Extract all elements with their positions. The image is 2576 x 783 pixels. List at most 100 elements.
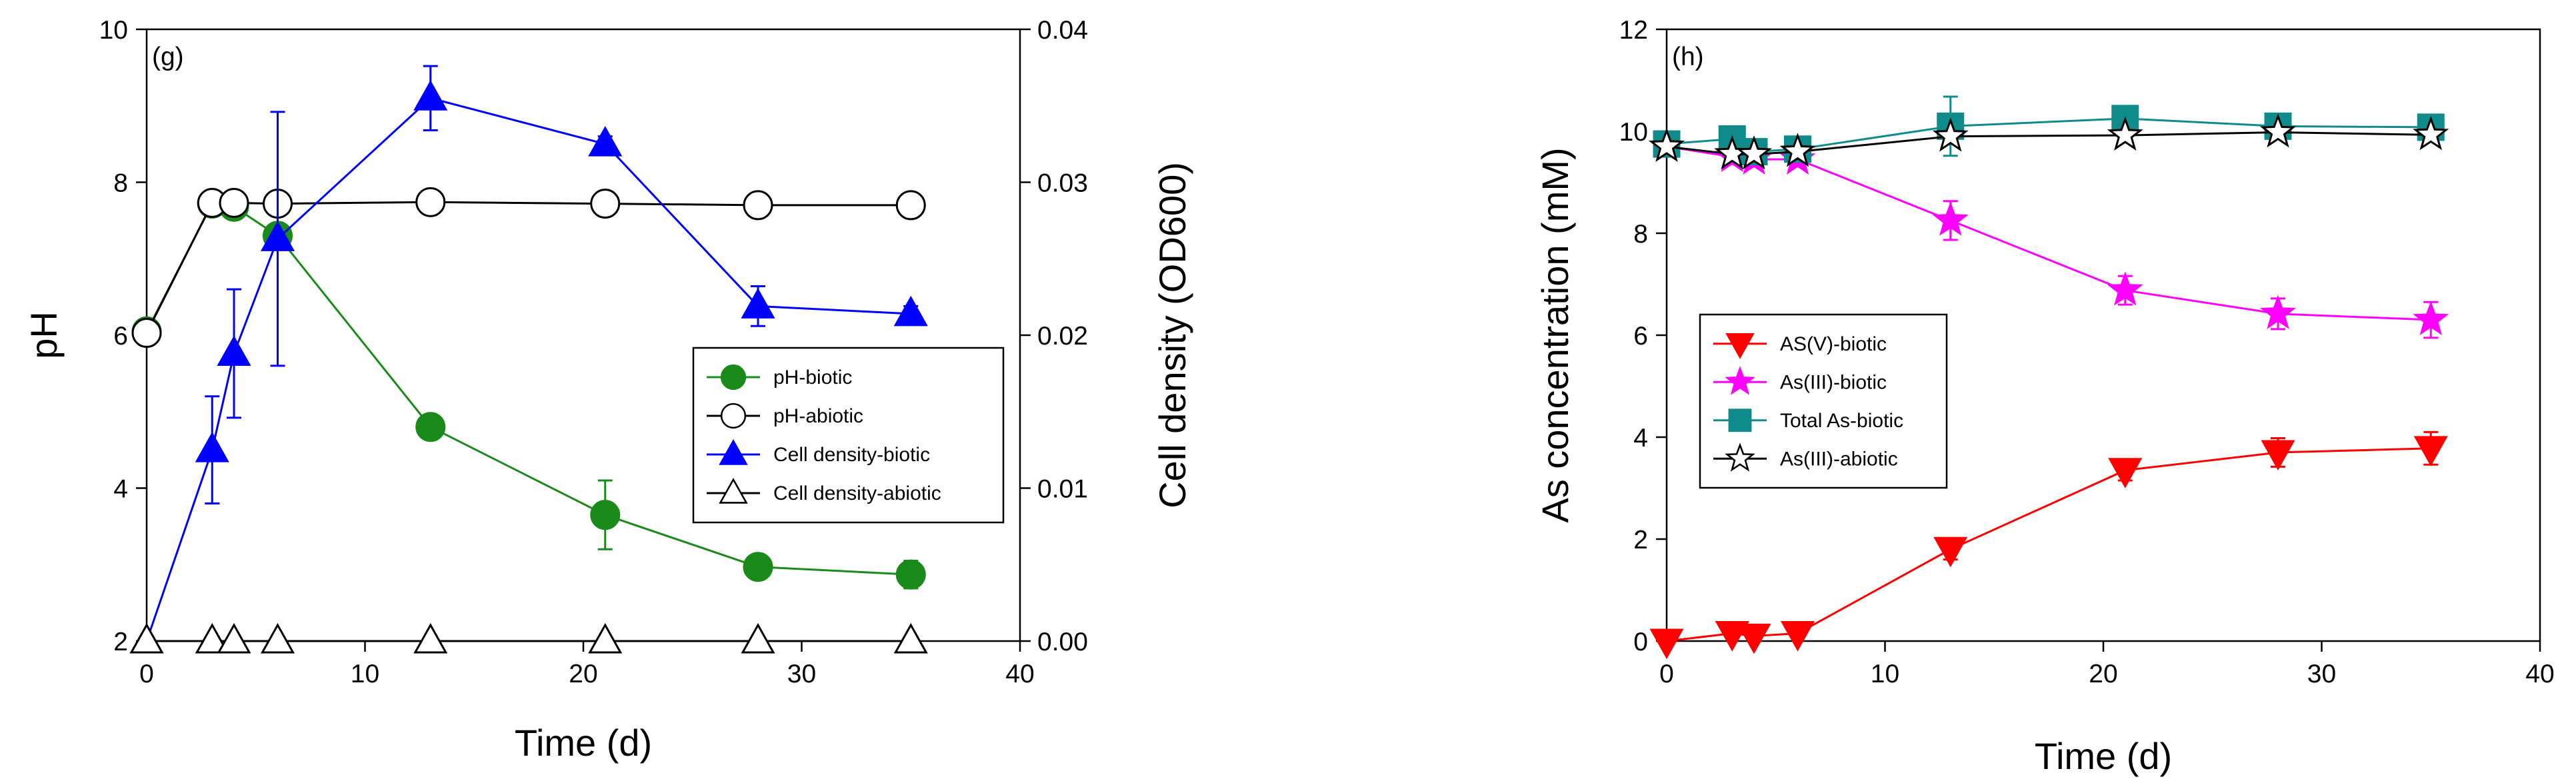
legend-marker-0-1 xyxy=(720,402,747,429)
legend-item-0-2: Cell density-biotic xyxy=(707,438,930,466)
x-tick-label-g-0: 0 xyxy=(139,660,154,688)
x-tick-label-g-1: 10 xyxy=(351,660,379,688)
y2-tick-label-g-4: 0.04 xyxy=(1037,16,1088,45)
y2-tick-label-g-2: 0.02 xyxy=(1037,322,1088,351)
series-1-0 xyxy=(1649,430,2448,660)
legend-marker-0-0 xyxy=(720,364,747,391)
y-tick-label-h-4: 8 xyxy=(1633,220,1648,249)
data-point-1-0-1 xyxy=(1715,621,1749,652)
series-line-1-1 xyxy=(1666,145,2431,321)
data-point-0-3-1 xyxy=(195,622,229,654)
data-point-0-3-0 xyxy=(129,622,164,654)
y2-tick-label-g-1: 0.01 xyxy=(1037,475,1088,504)
series-line-0-2 xyxy=(145,97,911,642)
legend-label-0-0: pH-biotic xyxy=(773,367,852,389)
data-point-1-3-0 xyxy=(1649,127,1685,162)
series-marks-g xyxy=(129,65,928,654)
x-tick-label-h-2: 20 xyxy=(2089,660,2117,688)
chart-panel-h: (h) 0 2 4 6 8 10 12 0 10 20 30 xyxy=(1534,16,2555,777)
data-point-1-0-6 xyxy=(2261,440,2295,471)
series-1-3 xyxy=(1649,113,2449,170)
data-point-0-0-4 xyxy=(415,412,446,442)
legend-item-0-3: Cell density-abiotic xyxy=(707,477,941,504)
y2-tick-label-g-3: 0.03 xyxy=(1037,169,1088,198)
legend-label-1-0: AS(V)-biotic xyxy=(1780,333,1887,355)
data-point-1-0-2 xyxy=(1737,623,1771,654)
legend-h: AS(V)-biotic As(III)-biotic Total As-bioti… xyxy=(1699,313,1948,489)
data-point-0-1-2 xyxy=(219,187,249,218)
data-point-1-0-5 xyxy=(2108,458,2143,488)
legend-marker-1-0 xyxy=(1725,333,1755,359)
series-0-3 xyxy=(129,622,928,654)
x-tick-label-h-4: 40 xyxy=(2525,660,2554,688)
data-point-1-3-6 xyxy=(2260,113,2296,148)
legend-label-0-1: pH-abiotic xyxy=(773,405,863,427)
data-point-1-0-7 xyxy=(2413,436,2448,466)
series-marks-h xyxy=(1649,95,2449,660)
legend-label-0-3: Cell density-abiotic xyxy=(773,482,941,504)
data-point-1-1-6 xyxy=(2260,295,2296,329)
legend-marker-1-1 xyxy=(1725,366,1755,395)
x-tick-label-g-3: 30 xyxy=(787,660,816,688)
data-point-0-3-5 xyxy=(588,622,623,654)
data-point-0-2-2 xyxy=(217,335,251,367)
series-0-1 xyxy=(131,187,926,349)
y-tick-label-h-0: 0 xyxy=(1633,628,1648,656)
x-tick-label-g-2: 20 xyxy=(569,660,597,688)
data-point-0-3-3 xyxy=(260,622,295,654)
data-point-0-2-6 xyxy=(741,288,775,319)
data-point-0-3-7 xyxy=(893,622,928,654)
panel-label-h: (h) xyxy=(1672,43,1704,71)
legend-label-1-3: As(III)-abiotic xyxy=(1780,448,1898,470)
x-axis-title-g: Time (d) xyxy=(515,722,652,764)
y-tick-label-h-1: 2 xyxy=(1633,526,1648,554)
x-axis-h: 0 10 20 30 40 xyxy=(1659,641,2555,688)
panel-label-g: (g) xyxy=(152,43,184,71)
data-point-0-1-6 xyxy=(743,190,773,221)
series-0-2 xyxy=(129,65,928,654)
data-point-0-2-1 xyxy=(195,432,229,462)
data-point-0-2-5 xyxy=(588,126,623,157)
x-tick-label-h-3: 30 xyxy=(2307,660,2336,688)
series-1-2 xyxy=(1653,95,2445,166)
legend-item-1-3: As(III)-abiotic xyxy=(1713,442,1898,472)
y2-tick-label-g-0: 0.00 xyxy=(1037,628,1088,656)
data-point-0-0-5 xyxy=(590,500,621,530)
x-tick-label-g-4: 40 xyxy=(1005,660,1034,688)
legend-marker-1-3 xyxy=(1725,442,1755,472)
series-line-0-1 xyxy=(145,201,911,334)
data-point-1-0-3 xyxy=(1780,621,1815,652)
data-point-1-3-2 xyxy=(1736,135,1772,170)
legend-item-0-0: pH-biotic xyxy=(707,364,852,391)
legend-item-1-2: Total As-biotic xyxy=(1713,408,1903,432)
x-tick-label-h-1: 10 xyxy=(1871,660,1899,688)
data-point-0-3-2 xyxy=(217,622,251,654)
data-point-0-2-7 xyxy=(893,295,928,327)
data-point-0-0-7 xyxy=(895,559,926,590)
x-axis-title-h: Time (d) xyxy=(2035,735,2172,777)
y-axis-h: 0 2 4 6 8 10 12 xyxy=(1619,16,1667,656)
y-tick-label-g-1: 4 xyxy=(113,475,128,504)
legend-label-1-1: As(III)-biotic xyxy=(1780,371,1887,393)
data-point-0-3-6 xyxy=(741,622,775,654)
legend-item-1-0: AS(V)-biotic xyxy=(1713,333,1887,359)
data-point-1-3-7 xyxy=(2413,116,2449,151)
data-point-1-1-7 xyxy=(2413,301,2449,336)
y-axis-title-g: pH xyxy=(23,311,65,359)
data-point-0-2-3 xyxy=(260,221,295,251)
y-axis-right-g: 0.00 0.01 0.02 0.03 0.04 xyxy=(1020,16,1088,656)
legend-item-0-1: pH-abiotic xyxy=(707,402,863,429)
legend-g: pH-biotic pH-abiotic Cell density-biotic Ce… xyxy=(692,347,1005,524)
y-tick-label-h-2: 4 xyxy=(1633,424,1648,452)
data-point-1-3-3 xyxy=(1779,133,1816,167)
data-point-0-0-6 xyxy=(743,552,773,582)
legend-marker-0-2 xyxy=(719,438,748,465)
y-tick-label-h-3: 6 xyxy=(1633,322,1648,351)
data-point-1-3-4 xyxy=(1932,117,1969,152)
legend-marker-0-3 xyxy=(719,477,748,504)
y-tick-label-g-4: 10 xyxy=(99,16,128,45)
legend-item-1-1: As(III)-biotic xyxy=(1713,366,1887,395)
x-axis-g: 0 10 20 30 40 xyxy=(139,641,1035,688)
y-tick-label-h-6: 12 xyxy=(1619,16,1648,45)
